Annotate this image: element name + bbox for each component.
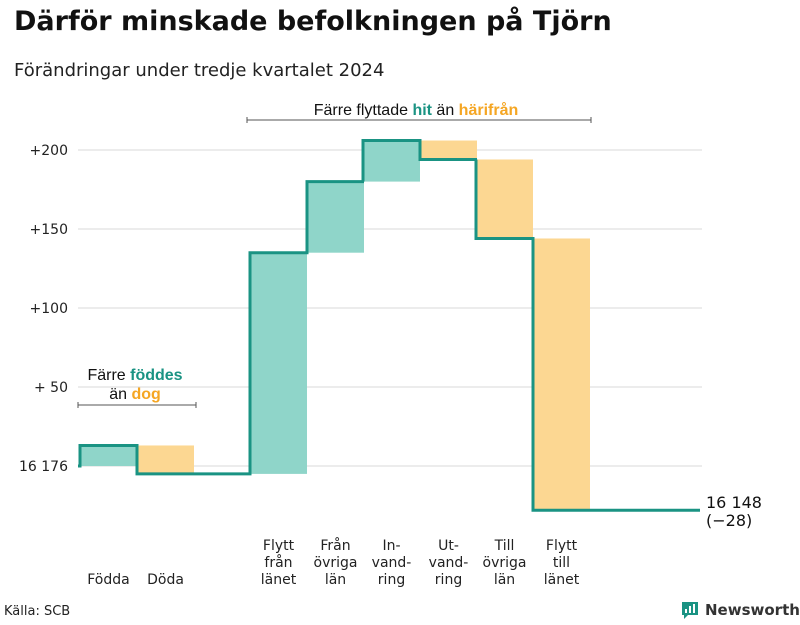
annotation-bracket <box>77 402 197 408</box>
bar <box>533 238 590 511</box>
bar <box>363 140 420 182</box>
source-note: Källa: SCB <box>4 604 71 619</box>
bar <box>420 140 477 160</box>
y-tick-label: + 50 <box>34 380 68 396</box>
y-tick-label: 16 176 <box>19 459 68 475</box>
bar <box>307 181 364 253</box>
category-label: Flytt till länet <box>544 538 580 588</box>
bar <box>250 252 307 474</box>
y-tick-label: +100 <box>30 301 68 317</box>
end-value-label: (−28) <box>706 511 752 530</box>
annotation-bracket <box>246 117 592 123</box>
brand-name: Newsworthy <box>705 601 800 619</box>
bar <box>80 445 137 466</box>
bar <box>476 159 533 239</box>
y-tick-label: +200 <box>30 143 68 159</box>
waterfall-step-line <box>78 139 700 512</box>
annotation-text: Färre föddes <box>87 367 182 384</box>
category-label: In-vand-ring <box>372 538 412 588</box>
bar <box>137 445 194 474</box>
y-tick-label: +150 <box>30 222 68 238</box>
chart-subtitle: Förändringar under tredje kvartalet 2024 <box>14 60 385 81</box>
category-label: Döda <box>147 572 184 588</box>
chart-title: Därför minskade befolkningen på Tjörn <box>14 6 612 37</box>
newsworthy-logo-icon <box>682 602 698 619</box>
category-label: Födda <box>87 572 129 588</box>
annotation-text: Färre flyttade hit än härifrån <box>314 101 519 119</box>
brand-logo: Newsworthy <box>680 600 800 620</box>
category-label: Till övriga län <box>483 538 527 588</box>
annotation-text: än dog <box>109 386 161 403</box>
category-label: Från övriga län <box>314 537 358 588</box>
category-label: Ut-vand-ring <box>429 538 469 588</box>
category-label: Flytt från länet <box>261 538 297 588</box>
end-value-label: 16 148 <box>706 493 762 512</box>
